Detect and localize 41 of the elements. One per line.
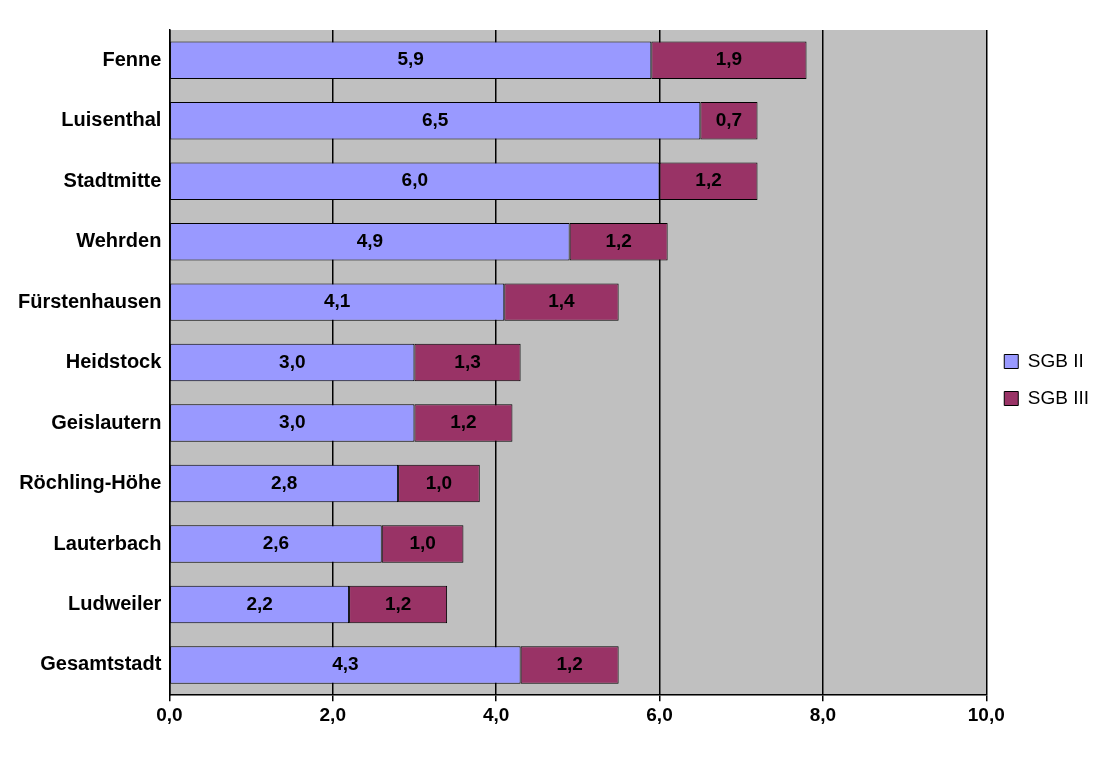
y-tick-label: Geislautern bbox=[51, 410, 162, 433]
legend-label: SGB II bbox=[1027, 349, 1084, 371]
y-tick-label: Fürstenhausen bbox=[18, 289, 162, 312]
data-label: 5,9 bbox=[397, 48, 424, 70]
y-tick-label: Stadtmitte bbox=[63, 168, 162, 191]
y-tick-label: Wehrden bbox=[76, 229, 162, 252]
data-label: 1,2 bbox=[384, 592, 412, 614]
data-label: 6,0 bbox=[401, 169, 429, 191]
x-tick-label: 2,0 bbox=[319, 703, 346, 725]
y-tick-label: Fenne bbox=[102, 47, 162, 70]
data-label: 4,3 bbox=[332, 653, 359, 675]
y-tick-label: Heidstock bbox=[65, 350, 163, 373]
x-tick-label: 6,0 bbox=[646, 703, 673, 725]
data-label: 2,2 bbox=[246, 592, 273, 614]
data-label: 4,9 bbox=[356, 229, 384, 251]
y-tick-label: Röchling-Höhe bbox=[19, 471, 162, 494]
x-tick-label: 4,0 bbox=[482, 703, 510, 725]
y-tick-label: Luisenthal bbox=[61, 108, 162, 131]
data-label: 1,2 bbox=[605, 229, 632, 251]
data-label: 3,0 bbox=[279, 350, 306, 372]
y-tick-label: Ludweiler bbox=[68, 592, 162, 615]
x-tick-label: 8,0 bbox=[809, 703, 837, 725]
legend-label: SGB III bbox=[1027, 386, 1090, 408]
y-tick-label: Gesamtstadt bbox=[40, 652, 162, 675]
data-label: 1,4 bbox=[548, 290, 576, 312]
data-label: 4,1 bbox=[323, 290, 351, 312]
data-label: 1,2 bbox=[450, 411, 477, 433]
data-label: 1,2 bbox=[695, 169, 722, 191]
data-label: 1,0 bbox=[409, 532, 436, 554]
y-tick-label: Lauterbach bbox=[53, 531, 162, 554]
data-label: 3,0 bbox=[279, 411, 306, 433]
data-label: 1,2 bbox=[556, 653, 583, 675]
data-label: 1,9 bbox=[715, 48, 743, 70]
data-label: 2,8 bbox=[270, 471, 298, 493]
x-tick-label: 0,0 bbox=[156, 703, 183, 725]
data-label: 1,3 bbox=[454, 350, 481, 372]
data-label: 0,7 bbox=[715, 108, 743, 130]
data-label: 2,6 bbox=[262, 532, 290, 554]
data-label: 1,0 bbox=[425, 471, 453, 493]
data-label: 6,5 bbox=[422, 108, 449, 130]
x-tick-label: 10,0 bbox=[967, 703, 1005, 725]
